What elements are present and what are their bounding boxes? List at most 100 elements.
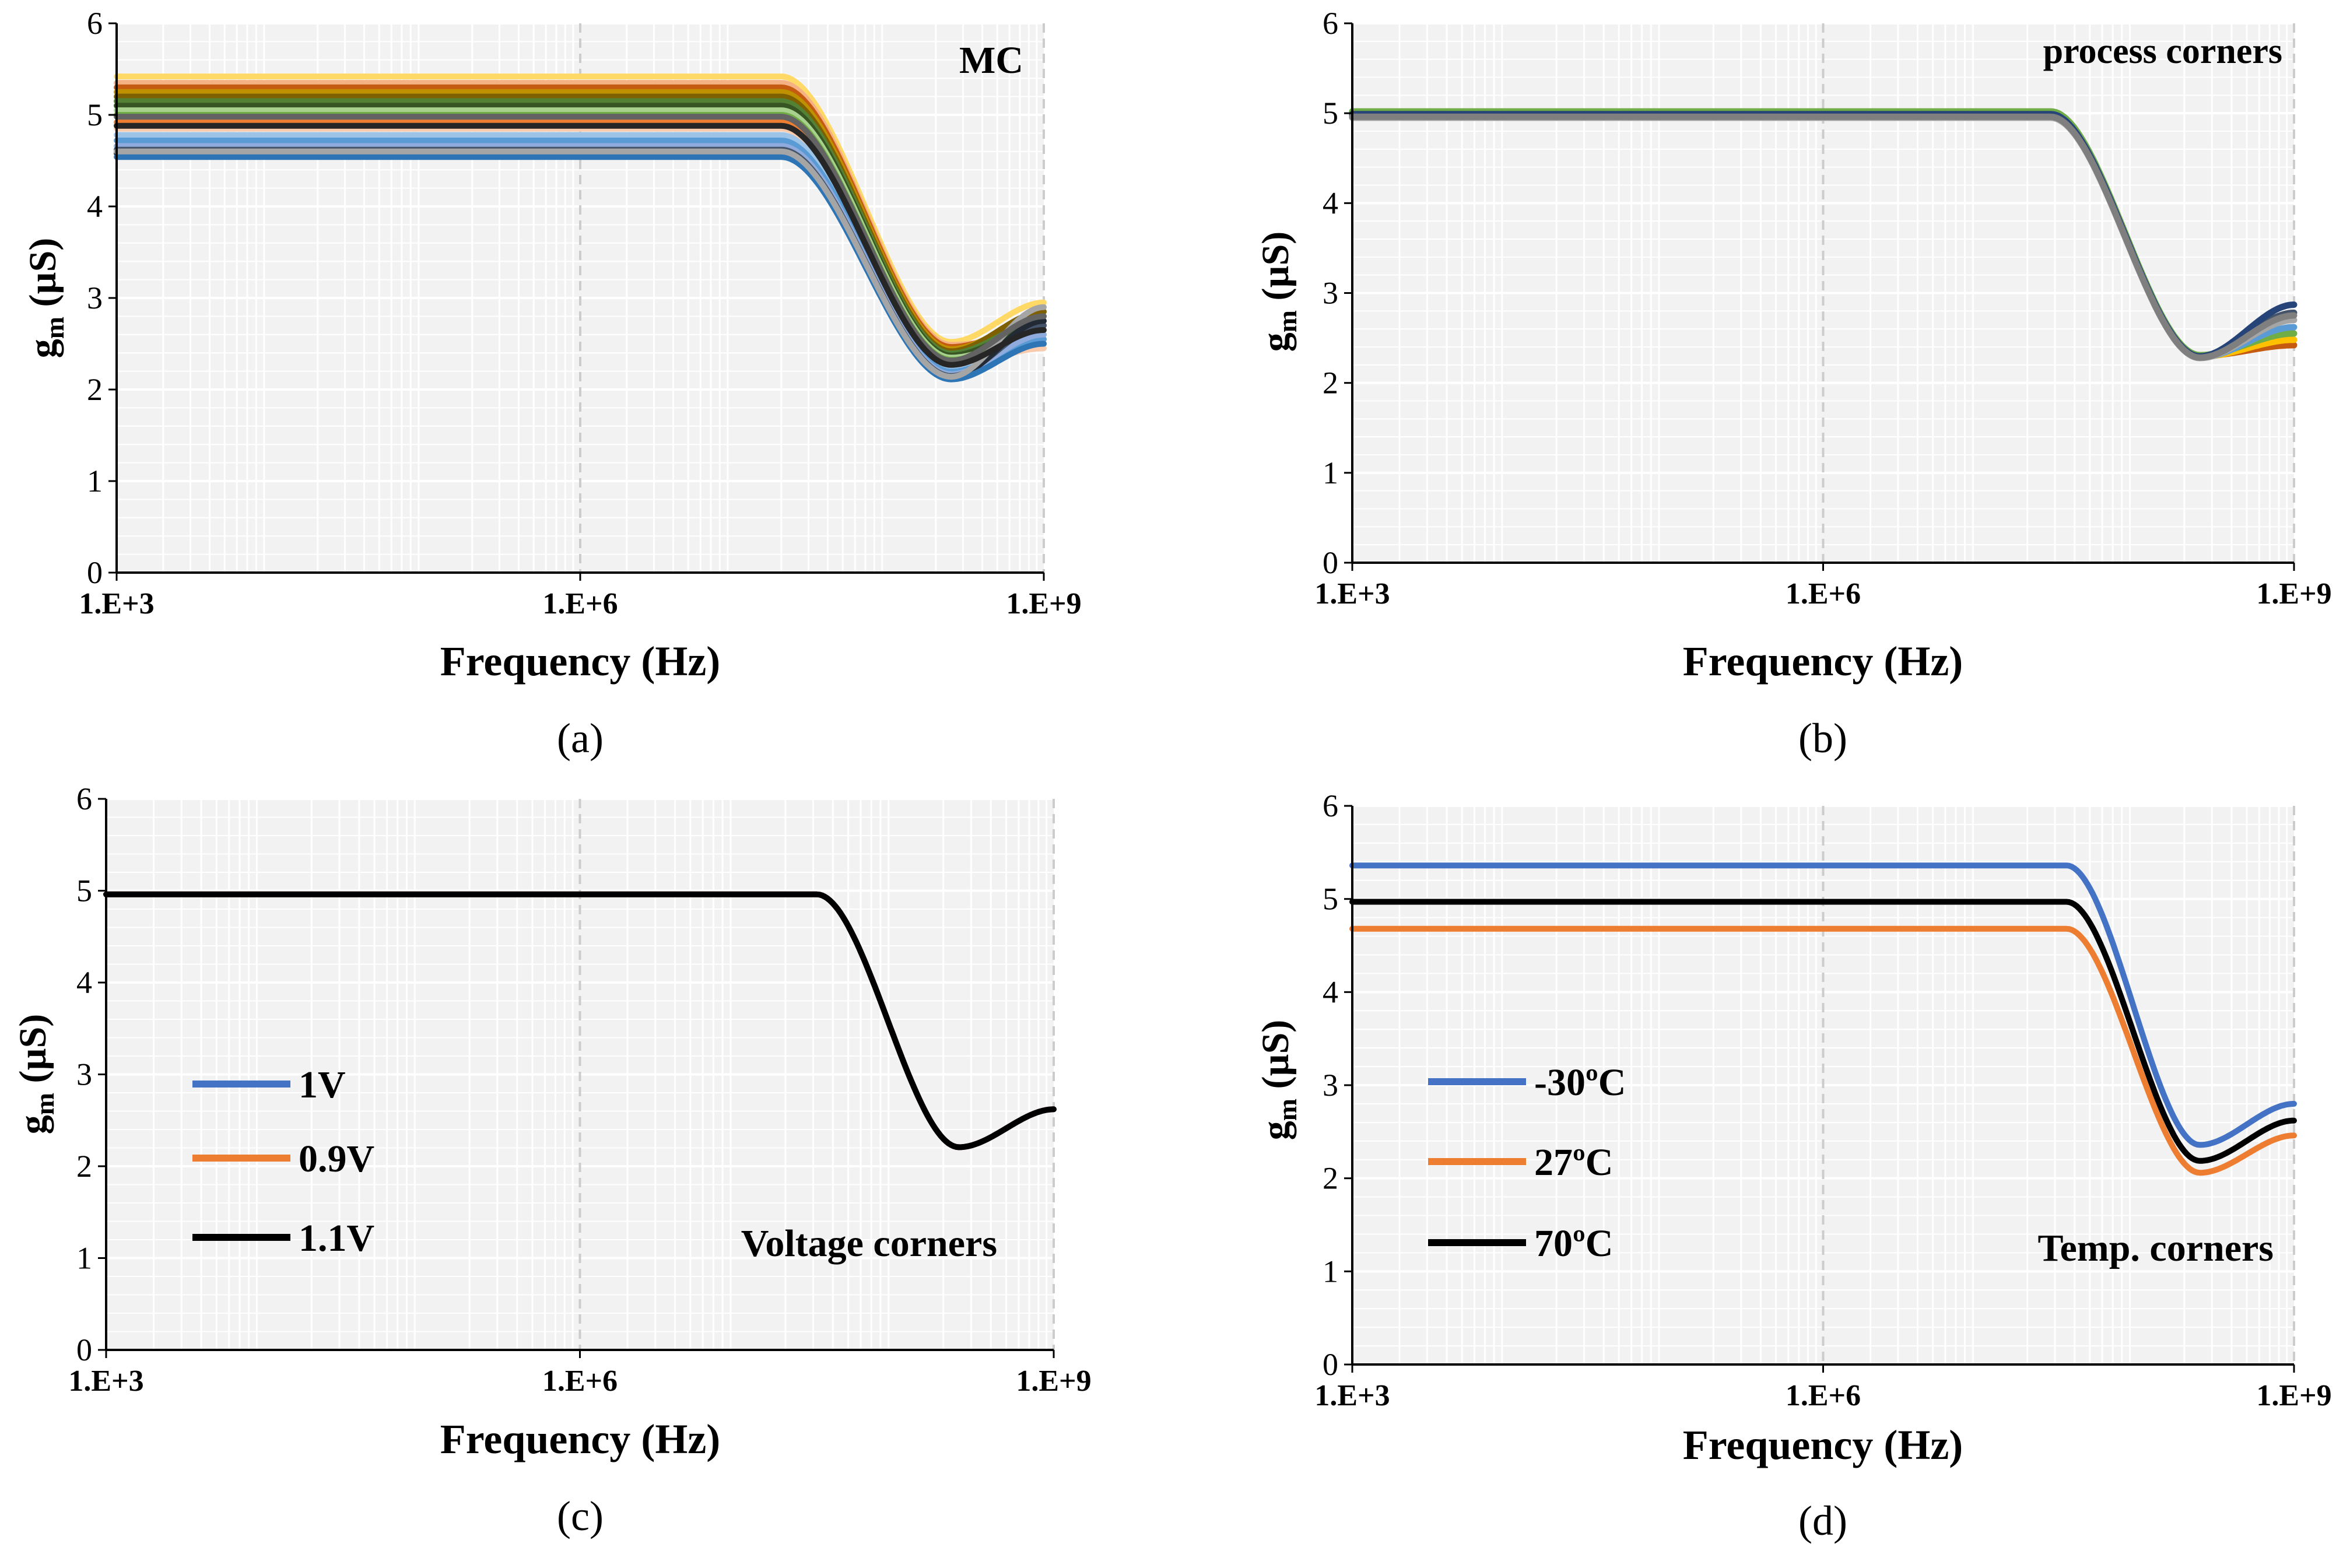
y-label-main: g xyxy=(22,339,64,358)
x-tick-labels: 1.E+3 1.E+6 1.E+9 xyxy=(1314,563,2332,611)
x-tick-labels: 1.E+3 1.E+6 1.E+9 xyxy=(79,573,1082,620)
y-tick-label: 5 xyxy=(1323,96,1338,131)
chart-panel-a: 0 1 2 3 4 5 6 1.E+3 1.E+6 1.E+9 Frequency (Hz) g… xyxy=(0,0,1172,783)
y-axis-label: gm (µS) xyxy=(1254,1020,1302,1141)
series-line-c8 xyxy=(1349,113,2298,361)
series-group xyxy=(1349,862,2297,1176)
chart-a-svg: 0 1 2 3 4 5 6 1.E+3 1.E+6 1.E+9 Frequency (Hz) g… xyxy=(22,6,1082,762)
y-axis-label: gm (µS) xyxy=(12,1014,59,1135)
y-label-unit: (µS) xyxy=(22,238,64,317)
annotation-label: Voltage corners xyxy=(741,1222,997,1265)
x-tick-label: 1.E+9 xyxy=(1016,1364,1091,1398)
legend-label-0-9v: 0.9V xyxy=(299,1138,374,1180)
y-tick-label: 3 xyxy=(1323,276,1338,311)
x-tick-label: 1.E+6 xyxy=(1786,1379,1861,1412)
y-tick-label: 4 xyxy=(76,965,92,1000)
annotation-label: MC xyxy=(959,39,1023,82)
y-tick-labels: 0 1 2 3 4 5 6 xyxy=(76,781,106,1367)
y-tick-label: 2 xyxy=(1323,366,1338,401)
y-tick-label: 1 xyxy=(1323,455,1338,490)
y-label-unit: (µS) xyxy=(1254,231,1297,310)
chart-panel-c: 0 1 2 3 4 5 6 1.E+3 1.E+6 1.E+9 Frequency (Hz) g… xyxy=(0,781,1172,1565)
legend-label-70c: 70ºC xyxy=(1534,1222,1613,1265)
x-tick-label: 1.E+6 xyxy=(1786,577,1861,611)
y-label-sub: m xyxy=(40,317,69,339)
y-tick-label: 6 xyxy=(87,6,103,41)
panel-caption: (b) xyxy=(1798,715,1847,762)
legend-label-minus30c: -30ºC xyxy=(1534,1061,1626,1104)
chart-panel-d: 0 1 2 3 4 5 6 1.E+3 1.E+6 1.E+9 Frequency (Hz) g… xyxy=(1172,783,2343,1565)
y-tick-label: 0 xyxy=(76,1332,92,1367)
y-tick-label: 0 xyxy=(1323,1347,1338,1382)
y-tick-label: 1 xyxy=(76,1241,92,1276)
x-tick-label: 1.E+9 xyxy=(2256,1379,2331,1412)
x-tick-label: 1.E+3 xyxy=(1314,577,1390,611)
y-tick-label: 1 xyxy=(87,464,103,499)
x-axis-label: Frequency (Hz) xyxy=(1683,638,1963,685)
panel-caption: (c) xyxy=(557,1493,604,1539)
y-label-sub: m xyxy=(1272,1099,1302,1121)
series-line-run18 xyxy=(114,148,1047,380)
annotation-label: process corners xyxy=(2043,31,2282,71)
panel-caption: (d) xyxy=(1798,1497,1847,1544)
legend: -30ºC 27ºC 70ºC xyxy=(1428,1061,1626,1265)
x-tick-label: 1.E+6 xyxy=(542,1364,618,1398)
y-label-sub: m xyxy=(30,1093,59,1115)
x-tick-labels: 1.E+3 1.E+6 1.E+9 xyxy=(1314,1364,2332,1412)
legend-label-1-1v: 1.1V xyxy=(299,1217,374,1260)
chart-c-svg: 0 1 2 3 4 5 6 1.E+3 1.E+6 1.E+9 Frequency (Hz) g… xyxy=(12,781,1092,1539)
y-label-main: g xyxy=(12,1115,54,1134)
y-tick-label: 4 xyxy=(1323,185,1338,220)
y-tick-label: 6 xyxy=(1323,6,1338,41)
series-group xyxy=(103,891,1057,1150)
x-tick-label: 1.E+3 xyxy=(68,1364,143,1398)
y-label-unit: (µS) xyxy=(1254,1020,1297,1099)
y-tick-label: 3 xyxy=(87,280,103,315)
y-tick-label: 6 xyxy=(76,783,92,816)
y-axis-label: gm (µS) xyxy=(1254,231,1302,352)
annotation-label: Temp. corners xyxy=(2037,1227,2274,1269)
y-label-unit: (µS) xyxy=(12,1014,54,1093)
series-group xyxy=(114,73,1047,383)
series-group xyxy=(1349,108,2298,362)
x-tick-label: 1.E+6 xyxy=(542,587,618,620)
series-line-27-C xyxy=(1349,925,2297,1176)
y-tick-label: 3 xyxy=(76,1057,92,1092)
y-tick-labels: 0 1 2 3 4 5 6 xyxy=(87,6,117,590)
chart-panel-b: 0 1 2 3 4 5 6 1.E+3 1.E+6 1.E+9 Frequency (Hz) g… xyxy=(1172,0,2343,783)
legend-label-1v: 1V xyxy=(299,1064,346,1106)
y-label-sub: m xyxy=(1272,310,1302,332)
series-line-70-C xyxy=(1349,899,2297,1164)
x-tick-label: 1.E+9 xyxy=(2256,577,2331,611)
y-tick-label: 2 xyxy=(76,1149,92,1184)
x-tick-labels: 1.E+3 1.E+6 1.E+9 xyxy=(68,1350,1092,1398)
y-tick-label: 5 xyxy=(76,874,92,908)
y-tick-label: 5 xyxy=(1323,882,1338,917)
series-line--30-C xyxy=(1349,862,2297,1148)
x-tick-label: 1.E+3 xyxy=(1314,1379,1390,1412)
y-tick-label: 5 xyxy=(87,97,103,132)
x-tick-label: 1.E+9 xyxy=(1006,587,1081,620)
y-tick-labels: 0 1 2 3 4 5 6 xyxy=(1323,788,1352,1382)
series-line-run20 xyxy=(114,122,1047,368)
y-tick-label: 2 xyxy=(87,372,103,407)
y-tick-label: 1 xyxy=(1323,1254,1338,1289)
panel-caption: (a) xyxy=(557,715,604,762)
y-tick-label: 6 xyxy=(1323,788,1338,823)
y-tick-label: 4 xyxy=(87,189,103,224)
y-tick-label: 2 xyxy=(1323,1161,1338,1196)
x-axis-label: Frequency (Hz) xyxy=(440,1416,721,1462)
y-tick-label: 0 xyxy=(1323,545,1338,580)
legend: 1V 0.9V 1.1V xyxy=(192,1064,374,1260)
chart-d-svg: 0 1 2 3 4 5 6 1.E+3 1.E+6 1.E+9 Frequency (Hz) g… xyxy=(1254,788,2332,1544)
x-tick-label: 1.E+3 xyxy=(79,587,154,620)
y-axis-label: gm (µS) xyxy=(22,238,69,359)
y-label-main: g xyxy=(1254,1121,1297,1140)
y-label-main: g xyxy=(1254,332,1297,352)
legend-label-27c: 27ºC xyxy=(1534,1141,1613,1184)
y-tick-label: 0 xyxy=(87,555,103,590)
series-line-1-1V xyxy=(103,891,1057,1150)
y-tick-label: 3 xyxy=(1323,1068,1338,1103)
chart-b-svg: 0 1 2 3 4 5 6 1.E+3 1.E+6 1.E+9 Frequency (Hz) g… xyxy=(1254,6,2332,762)
x-axis-label: Frequency (Hz) xyxy=(1683,1422,1963,1468)
